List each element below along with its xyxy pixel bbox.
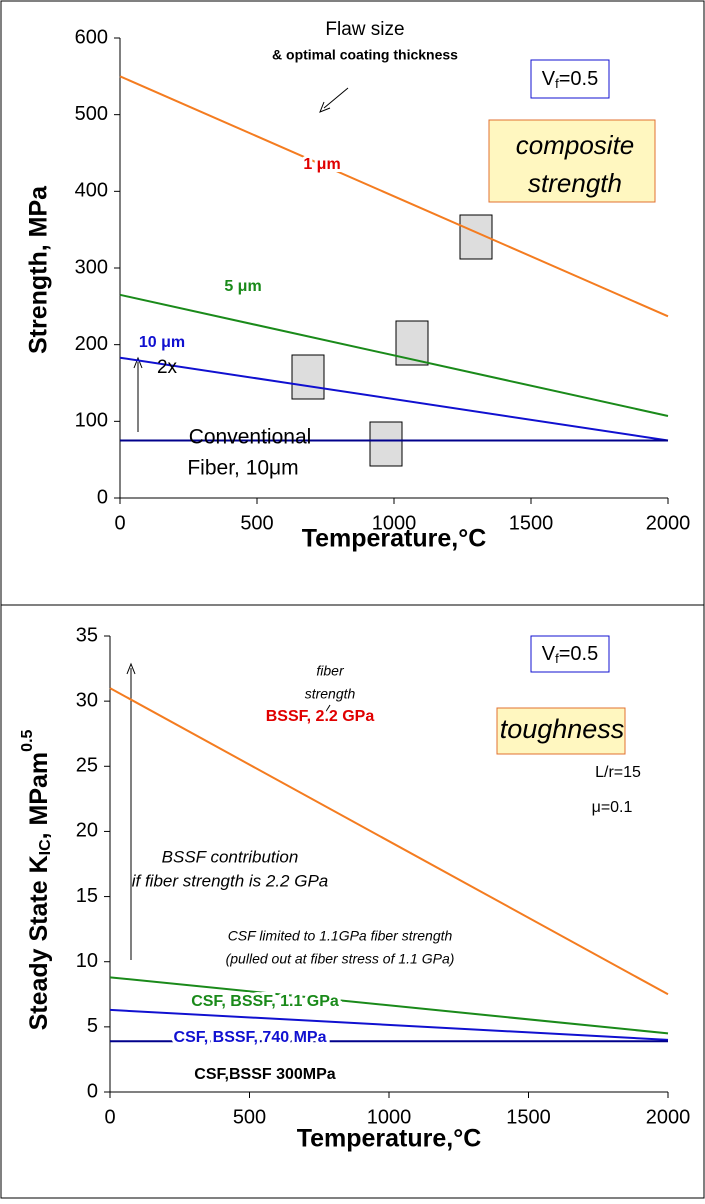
annotation: μ=0.1 — [592, 799, 633, 816]
annotation: composite — [516, 130, 635, 160]
y-axis-title: Strength, MPa — [25, 185, 53, 354]
x-tick-label: 2000 — [646, 512, 691, 534]
y-tick-label: 30 — [76, 689, 98, 711]
annotation: L/r=15 — [595, 764, 641, 781]
note-box — [496, 707, 626, 755]
series-line — [119, 75, 669, 318]
series-label: CSF, BSSF, 740 MPa — [174, 1029, 327, 1046]
annotation: BSSF contribution — [162, 847, 299, 866]
x-tick-label: 1500 — [506, 1106, 551, 1128]
y-title-unit: , MPam — [25, 752, 53, 840]
y-tick-label: 100 — [75, 410, 108, 432]
series-label: CSF,BSSF 300MPa — [194, 1066, 335, 1083]
y-tick-label: 0 — [87, 1080, 98, 1102]
y-tick-label: 10 — [76, 950, 98, 972]
annotation: if fiber strength is 2.2 GPa — [132, 871, 329, 890]
x-tick-label: 0 — [114, 512, 125, 534]
series-line — [119, 356, 669, 442]
x-tick-label: 2000 — [646, 1106, 691, 1128]
series-line — [119, 293, 669, 417]
note-box — [488, 119, 656, 203]
series-label: 5 μm — [224, 278, 261, 295]
arrows — [126, 87, 349, 960]
x-tick-label: 500 — [240, 512, 273, 534]
y-title-sub: IC — [37, 839, 54, 855]
vf-rest: =0.5 — [559, 643, 598, 665]
annotation: strength — [305, 686, 356, 702]
annotation: strength — [528, 168, 622, 198]
y-tick-label: 35 — [76, 624, 98, 646]
annotation: 2x — [157, 357, 178, 378]
series-line — [109, 976, 669, 1035]
annotation: & optimal coating thickness — [272, 47, 458, 63]
series-line — [109, 687, 669, 996]
x-tick-label: 500 — [233, 1106, 266, 1128]
annotation: toughness — [500, 714, 625, 744]
y-tick-label: 25 — [76, 755, 98, 777]
x-axis-title: Temperature,°C — [302, 525, 487, 553]
x-tick-label: 1500 — [509, 512, 554, 534]
series-line — [109, 1008, 669, 1041]
panel-border — [0, 604, 705, 1199]
x-axis-title: Temperature,°C — [297, 1125, 482, 1153]
x-tick-label: 1000 — [372, 512, 417, 534]
vf-main: V — [542, 643, 556, 665]
y-tick-label: 300 — [75, 256, 108, 278]
y-title-sup: 0.5 — [19, 729, 36, 751]
vf-rest: =0.5 — [559, 68, 598, 90]
x-tick-label: 0 — [104, 1106, 115, 1128]
series-label: 1 μm — [303, 156, 340, 173]
y-tick-label: 200 — [75, 333, 108, 355]
annotation: CSF limited to 1.1GPa fiber strength — [228, 928, 453, 944]
x-tick-label: 1000 — [367, 1106, 412, 1128]
annotation: (pulled out at fiber stress of 1.1 GPa) — [226, 951, 455, 967]
vf-label: Vf=0.5 — [542, 643, 598, 666]
annotation: Fiber, 10μm — [187, 457, 298, 480]
vf-sub: f — [555, 651, 559, 666]
y-tick-label: 15 — [76, 885, 98, 907]
y-axis-title: Steady State KIC, MPam0.5 — [19, 729, 54, 1030]
vf-box — [530, 59, 610, 99]
y-tick-label: 600 — [75, 26, 108, 48]
y-tick-label: 500 — [75, 103, 108, 125]
y-tick-label: 400 — [75, 180, 108, 202]
vf-main: V — [542, 68, 556, 90]
y-title-main: Steady State K — [25, 855, 53, 1030]
series-label: 10 μm — [139, 334, 185, 351]
y-tick-label: 20 — [76, 820, 98, 842]
series-label: CSF, BSSF, 1.1 GPa — [191, 993, 339, 1010]
annotation: Conventional — [189, 426, 312, 449]
y-tick-label: 0 — [97, 486, 108, 508]
vf-sub: f — [555, 76, 559, 91]
series-label: BSSF, 2.2 GPa — [266, 708, 375, 725]
vf-label: Vf=0.5 — [542, 68, 598, 91]
y-tick-label: 5 — [87, 1015, 98, 1037]
annotation: fiber — [316, 663, 345, 679]
annotation: Flaw size — [325, 19, 404, 40]
vf-box — [530, 635, 610, 673]
